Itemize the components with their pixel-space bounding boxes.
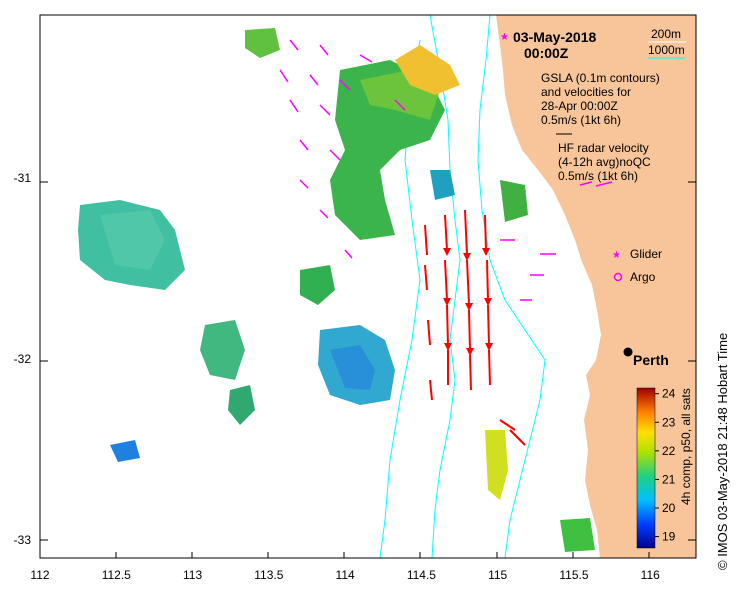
colorbar-tick-label: 21 (662, 472, 676, 486)
y-tick-label: -32 (14, 352, 32, 366)
y-tick-labels: -31 -32 -33 (14, 171, 32, 547)
hf-line-3: 0.5m/s (1kt 6h) (558, 169, 638, 183)
glider-label: Glider (630, 247, 662, 261)
gsla-line-4: 0.5m/s (1kt 6h) (541, 113, 621, 127)
depth-1000-label: 1000m (648, 43, 685, 57)
x-tick-label: 114 (336, 568, 355, 582)
star-icon: ★ (612, 250, 621, 261)
x-tick-labels: 112 112.5 113 113.5 114 114.5 115 115.5 116 (30, 568, 660, 582)
x-tick-label: 112.5 (102, 568, 131, 582)
colorbar-ticks: 24 23 22 21 20 19 (655, 387, 676, 544)
hf-radar-arrows (279, 39, 593, 301)
colorbar-tick-label: 23 (662, 415, 676, 429)
x-tick-label: 115 (488, 568, 507, 582)
credit-text: © IMOS 03-May-2018 21:48 Hobart Time (715, 333, 730, 570)
x-tick-label: 115.5 (559, 568, 588, 582)
gsla-line-3: 28-Apr 00:00Z (541, 99, 618, 113)
gsla-line-2: and velocities for (541, 85, 631, 99)
bathy-200m (477, 14, 546, 559)
x-ticks (39, 552, 650, 558)
y-tick-label: -31 (14, 171, 32, 185)
colorbar (636, 387, 656, 549)
sst-patches (78, 28, 595, 552)
x-tick-label: 112 (30, 568, 49, 582)
depth-200-label: 200m (651, 27, 681, 41)
x-tick-label: 113.5 (254, 568, 283, 582)
x-tick-label: 114.5 (407, 568, 436, 582)
colorbar-tick-label: 19 (662, 530, 676, 544)
svg-text:★: ★ (500, 32, 509, 43)
x-tick-label: 116 (641, 568, 660, 582)
colorbar-tick-label: 20 (662, 501, 676, 515)
x-tick-label: 113 (183, 568, 202, 582)
plot-frame (39, 14, 697, 559)
y-ticks (40, 181, 696, 541)
city-dot-icon (623, 347, 633, 357)
y-tick-label: -33 (14, 533, 32, 547)
hf-scale-arrow (595, 181, 613, 187)
hf-line-1: HF radar velocity (558, 141, 649, 155)
glider-markers: ★ (500, 32, 509, 43)
argo-label: Argo (630, 270, 656, 284)
colorbar-tick-label: 24 (662, 387, 676, 401)
colorbar-title: 4h comp, p50, all sats (679, 388, 693, 505)
date-line-1: 03-May-2018 (513, 29, 596, 45)
gsla-arrows (424, 209, 526, 446)
bathy-1000m (429, 14, 461, 559)
gsla-line-1: GSLA (0.1m contours) (541, 71, 660, 85)
circle-icon (613, 272, 623, 282)
hf-line-2: (4-12h avg)noQC (558, 155, 651, 169)
date-line-2: 00:00Z (524, 45, 569, 61)
colorbar-tick-label: 22 (662, 444, 676, 458)
city-label: Perth (633, 352, 669, 368)
gsla-arrowheads (443, 248, 493, 356)
